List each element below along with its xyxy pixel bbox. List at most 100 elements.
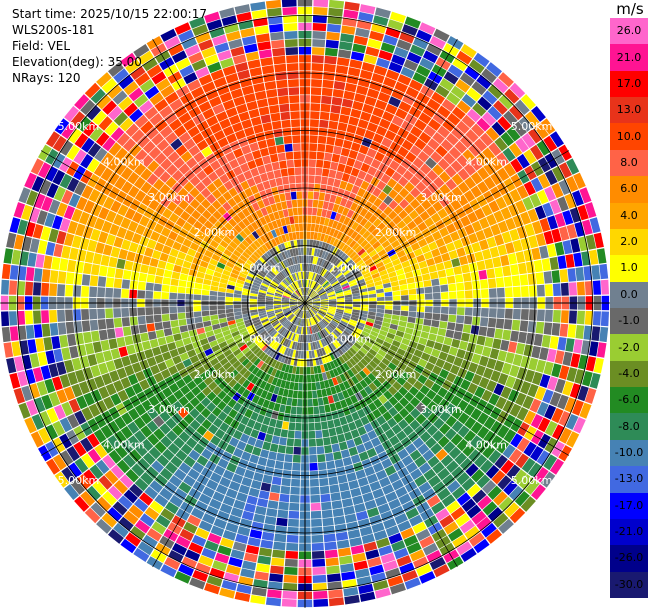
range-gate (464, 281, 473, 291)
range-gate (278, 285, 286, 291)
range-gate (105, 383, 117, 396)
range-gate (238, 272, 247, 279)
range-gate (313, 283, 319, 290)
range-gate (219, 278, 229, 285)
range-gate (206, 366, 216, 376)
range-gate (281, 119, 291, 128)
range-gate (334, 270, 342, 277)
range-gate (476, 335, 486, 346)
range-gate (95, 242, 105, 254)
range-gate (236, 173, 246, 184)
range-gate (562, 381, 574, 396)
range-gate (294, 223, 300, 232)
range-gate (283, 574, 298, 583)
range-gate (31, 176, 45, 192)
range-gate (309, 318, 313, 326)
range-gate (317, 312, 325, 318)
range-gate (301, 343, 304, 351)
range-gate (217, 291, 226, 297)
range-gate (193, 151, 205, 163)
range-gate (170, 278, 179, 286)
range-gate (290, 296, 298, 300)
range-gate (536, 309, 545, 322)
range-gate (263, 73, 276, 83)
range-gate (271, 341, 278, 349)
range-gate (315, 324, 320, 332)
range-gate (510, 158, 523, 173)
range-gate (375, 125, 388, 137)
range-gate (281, 478, 291, 487)
range-gate (368, 293, 377, 298)
range-gate (108, 62, 124, 77)
range-gate (294, 159, 302, 168)
range-gate (432, 112, 446, 125)
range-gate (81, 185, 94, 199)
range-gate (319, 292, 327, 297)
range-gate (338, 336, 346, 344)
range-gate (129, 289, 138, 299)
range-gate (360, 180, 370, 191)
range-gate (288, 332, 293, 340)
range-gate (306, 271, 309, 280)
range-gate (332, 89, 344, 98)
range-gate (273, 299, 282, 302)
range-gate (100, 167, 114, 182)
range-gate (448, 64, 464, 78)
range-gate (307, 391, 313, 399)
range-gate (354, 233, 362, 242)
range-gate (333, 178, 341, 188)
range-gate (464, 416, 477, 430)
range-gate (33, 397, 46, 413)
range-gate (334, 329, 342, 336)
range-gate (43, 255, 53, 269)
range-gate (377, 296, 385, 301)
range-gate (392, 381, 402, 391)
range-gate (303, 287, 305, 295)
range-gate (9, 280, 18, 295)
range-gate (203, 320, 212, 327)
range-gate (271, 186, 279, 196)
range-gate (453, 266, 463, 275)
range-gate (219, 422, 230, 433)
range-gate (257, 299, 265, 302)
range-gate (311, 293, 318, 299)
range-gate (228, 276, 237, 283)
range-gate (300, 310, 304, 318)
range-gate (190, 507, 205, 520)
range-gate (297, 318, 301, 326)
range-gate (385, 26, 401, 39)
range-gate (299, 367, 304, 375)
range-gate (409, 419, 421, 431)
range-gate (319, 291, 327, 297)
range-gate (226, 261, 235, 269)
range-gate (75, 332, 85, 345)
range-gate (410, 355, 421, 364)
range-gate (600, 311, 609, 327)
range-gate (263, 523, 276, 533)
range-gate (435, 448, 448, 461)
range-gate (264, 242, 272, 250)
range-gate (416, 343, 426, 352)
range-gate (236, 492, 248, 503)
range-gate (332, 268, 340, 276)
range-gate (279, 160, 287, 169)
range-gate (476, 516, 492, 532)
range-gate (391, 285, 400, 292)
range-gate (315, 216, 321, 225)
range-gate (322, 168, 330, 177)
range-gate (247, 245, 256, 254)
range-gate (276, 79, 288, 89)
range-gate (263, 224, 271, 233)
range-gate (291, 398, 298, 407)
range-gate (316, 249, 321, 257)
range-gate (374, 320, 383, 326)
range-gate (313, 301, 321, 303)
range-gate (206, 182, 217, 193)
range-ring-label: 3.00km (420, 191, 462, 204)
range-gate (440, 454, 454, 467)
range-gate (81, 320, 91, 332)
range-gate (291, 306, 298, 311)
range-gate (173, 157, 185, 169)
range-gate (199, 338, 209, 346)
range-gate (269, 418, 277, 428)
